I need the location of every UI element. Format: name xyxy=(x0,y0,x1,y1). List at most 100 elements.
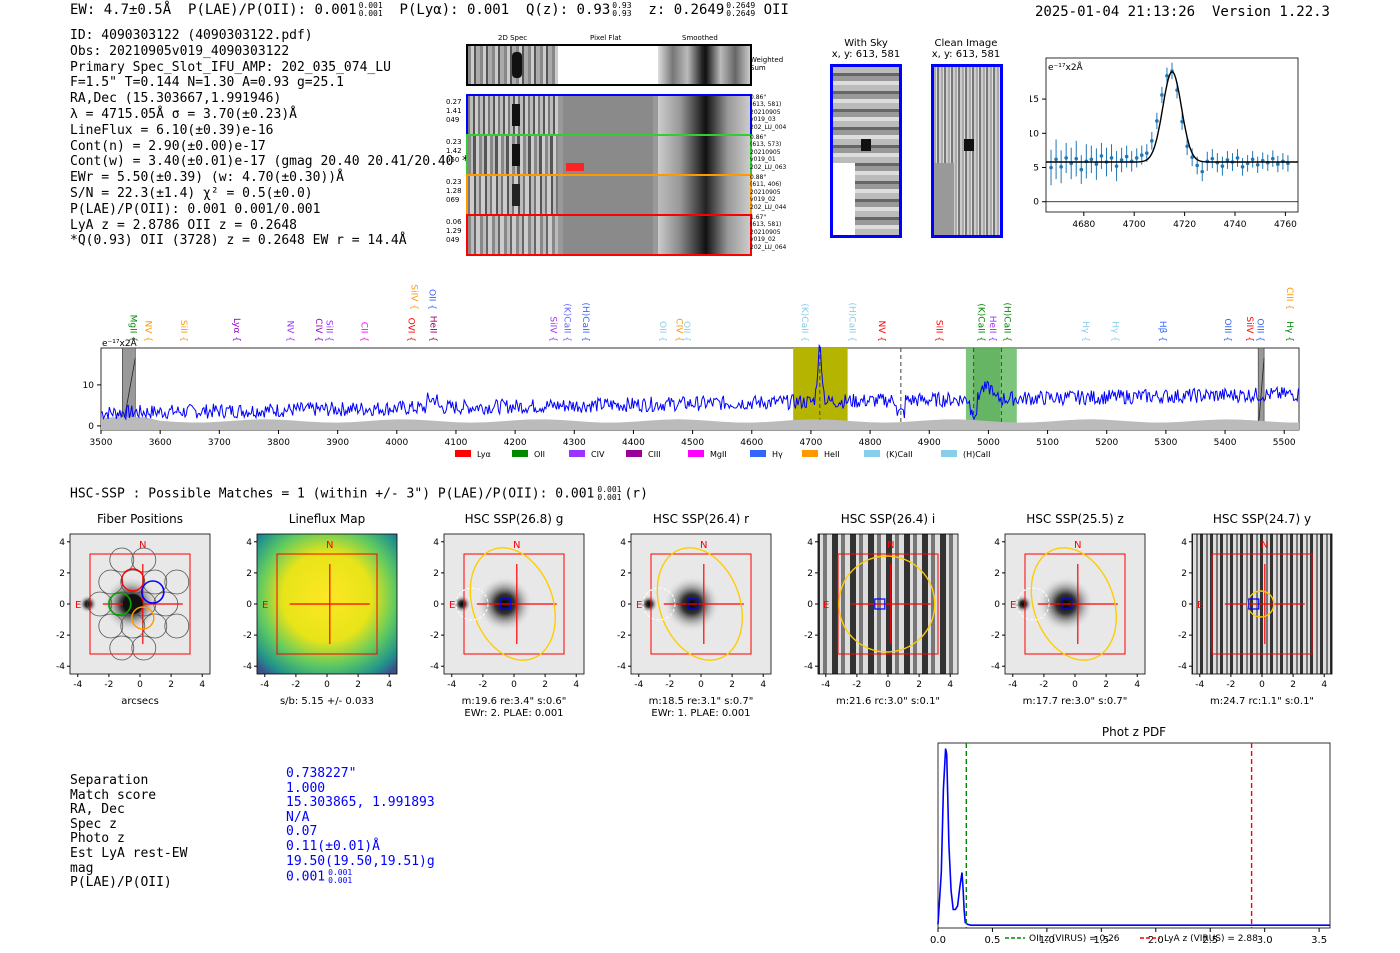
wide-xtick-label: 5500 xyxy=(1273,438,1296,448)
wide-ytick-label: 0 xyxy=(88,422,94,432)
hsc-fiber-box xyxy=(874,598,886,610)
hsc-panel-7: HSC SSP(24.7) y N E -4 -2 0 2 4 4 2 0 -2 -4 m:24.7 rc… xyxy=(1170,512,1350,722)
wide-legend-swatch xyxy=(941,450,957,457)
match-label-specz: Spec z xyxy=(70,816,117,832)
wide-line-label: MgII { xyxy=(128,315,138,342)
wide-line-label: CIII { xyxy=(1284,287,1294,310)
match-labels: Separation Match score RA, Dec Spec z Ph… xyxy=(70,773,187,891)
wide-line-label: SiIV { xyxy=(409,284,419,310)
fiber-green xyxy=(108,592,132,616)
wide-legend-label: HeII xyxy=(824,450,840,459)
match-value-specz: N/A xyxy=(286,809,310,825)
pdf-legend-lya: LyA z (VIRUS) = 2.88 xyxy=(1164,934,1258,944)
zoom-plot-frame xyxy=(1045,57,1299,213)
zoom-point xyxy=(1155,119,1159,123)
hsc-ytick-label: 4 xyxy=(1181,538,1187,548)
match-plae-sub: 0.001 xyxy=(328,876,353,886)
hsc-ytick-label: 2 xyxy=(994,569,1000,579)
hsc-compass-e: E xyxy=(449,600,455,611)
wide-xtick-label: 4000 xyxy=(385,438,408,448)
hsc-xtick-label: -4 xyxy=(260,680,269,690)
info-primary-spec: Primary Spec_Slot_IFU_AMP: 202_035_074_L… xyxy=(70,59,391,75)
hsc-search-box xyxy=(463,553,565,655)
hsc-xtick-label: 4 xyxy=(1321,680,1327,690)
wide-line-label: NV { xyxy=(284,321,294,342)
wide-line-label: OIII { xyxy=(1255,318,1265,342)
clean-image xyxy=(931,64,1003,238)
wide-line-label: SiIV { xyxy=(1244,316,1254,342)
hsc-panel-1: Fiber Positions N E -4 -2 0 2 4 4 2 0 -2 -4 arcsecs xyxy=(48,512,228,722)
pdf-xtick-label: 2.0 xyxy=(1148,935,1164,946)
wide-xtick-label: 5300 xyxy=(1154,438,1177,448)
info-cont-n: Cont(n) = 2.90(±0.00)e-17 xyxy=(70,138,266,154)
hsc-ytick-label: -4 xyxy=(1178,662,1187,672)
hsc-xtick-label: -2 xyxy=(478,680,487,690)
hsc-xtick-label: 2 xyxy=(542,680,548,690)
hsc-ytick-label: -2 xyxy=(56,631,65,641)
hsc-ytick-label: 4 xyxy=(246,538,252,548)
wide-line-label: SiII { xyxy=(323,320,333,342)
hsc-xtick-label: 0 xyxy=(137,680,143,690)
hsc-compass-n: N xyxy=(139,540,146,551)
hsc-search-box xyxy=(650,553,752,655)
fiber-circle xyxy=(164,613,190,639)
hsc-aperture-ellipse xyxy=(469,547,557,661)
hsc-compass-n: N xyxy=(513,540,520,551)
fiber-orange xyxy=(131,606,155,630)
fiber-blue xyxy=(141,580,165,604)
info-sn-chi2: S/N = 22.3(±1.4) χ² = 0.5(±0.0) xyxy=(70,185,313,201)
hsc-panel-4: HSC SSP(26.4) r N E -4 -2 0 2 4 4 2 0 -2 -4 m:18.5 re… xyxy=(609,512,789,722)
hsc-neighbor-circle xyxy=(455,587,489,621)
fiber-red xyxy=(121,568,145,592)
hsc-ytick-label: -4 xyxy=(804,662,813,672)
hsc-ytick-label: 4 xyxy=(994,538,1000,548)
hsc-ytick-label: -2 xyxy=(430,631,439,641)
clean-image-source xyxy=(964,139,974,151)
hsc-panel-caption: m:21.6 rc:3.0" s:0.1" xyxy=(835,696,941,707)
hsc-ytick-label: -2 xyxy=(991,631,1000,641)
hsc-ytick-label: 0 xyxy=(59,600,65,610)
hsc-xtick-label: 2 xyxy=(1290,680,1296,690)
wide-xtick-label: 3600 xyxy=(149,438,172,448)
pdf-xtick-label: 1.5 xyxy=(1093,935,1109,946)
hsc-ytick-label: 4 xyxy=(433,538,439,548)
hsc-xtick-label: 4 xyxy=(573,680,579,690)
hsc-ytick-label: -4 xyxy=(56,662,65,672)
cutout-row-1-right: 0.86" (613, 581) 20210905 v019_03 202_LU_004 xyxy=(750,94,787,131)
match-value-mag: 19.50(19.50,19.51)g xyxy=(286,853,435,869)
zoom-point xyxy=(1109,156,1114,160)
hsc-panel-title: HSC SSP(26.4) r xyxy=(652,512,750,526)
zoom-xtick-label: 4740 xyxy=(1224,220,1247,230)
hsc-panel-title: HSC SSP(25.5) z xyxy=(1026,512,1124,526)
wide-line-label: NV { xyxy=(876,321,886,342)
hsc-neighbor-glow xyxy=(640,595,658,613)
hsc-compass-e: E xyxy=(823,600,829,611)
hsc-ytick-label: 2 xyxy=(59,569,65,579)
hsc-ytick-label: -4 xyxy=(617,662,626,672)
cutout-row-4-smoothed xyxy=(658,216,750,254)
wide-xtick-label: 4200 xyxy=(504,438,527,448)
detection-info: ID: 4090303122 (4090303122.pdf) Obs: 202… xyxy=(70,28,477,249)
match-label-photoz: Photo z xyxy=(70,831,125,847)
cutout-row-3 xyxy=(466,174,752,216)
hsc-compass-n: N xyxy=(1261,540,1268,551)
zoom-point xyxy=(1064,156,1068,160)
weighted-sum-line xyxy=(512,52,522,78)
header-plae-sub: 0.001 xyxy=(358,9,383,18)
zoom-point xyxy=(1271,156,1275,161)
pdf-legend-oii: OII z (VIRUS) = 0.26 xyxy=(1029,934,1120,944)
zoom-point xyxy=(1099,154,1104,158)
hsc-xtick-label: -2 xyxy=(1226,680,1235,690)
cutout-col-smoothed: Smoothed xyxy=(682,34,718,42)
cutout-row-4 xyxy=(466,214,752,256)
match-label-score: Match score xyxy=(70,787,157,803)
hsc-xtick-label: -2 xyxy=(852,680,861,690)
hsc-xtick-label: 0 xyxy=(698,680,704,690)
hsc-ytick-label: 0 xyxy=(1181,600,1187,610)
info-obs: Obs: 20210905v019_4090303122 xyxy=(70,43,290,59)
zoom-point xyxy=(1054,157,1058,162)
fiber-circle xyxy=(142,569,168,595)
hsc-xtick-label: 2 xyxy=(729,680,735,690)
hsc-search-box xyxy=(1211,553,1313,655)
weighted-sum-label: Weighted Sum xyxy=(750,56,784,72)
